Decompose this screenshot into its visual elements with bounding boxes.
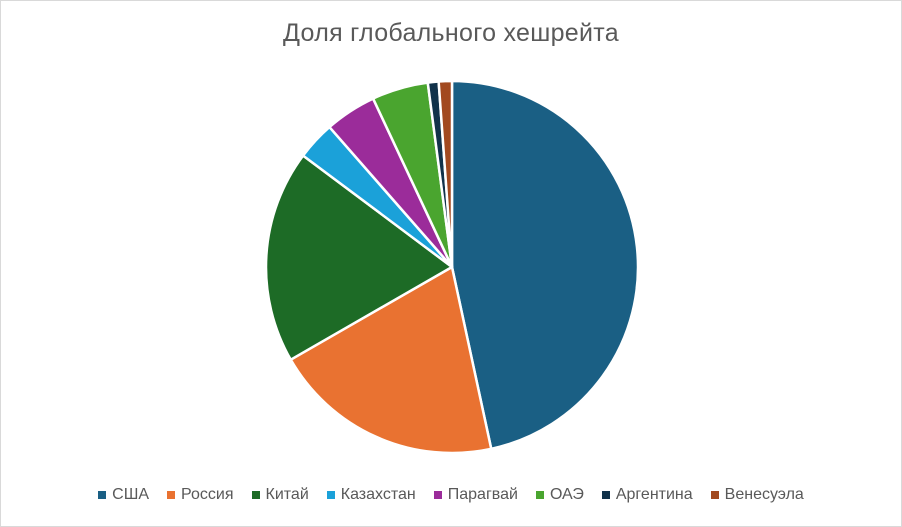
pie-slice-8 [437,79,454,269]
legend-swatch [710,491,719,499]
legend-label: Парагвай [447,486,518,503]
pie-slice-3 [264,154,454,361]
legend-item: Аргентина [601,486,693,504]
legend-label: Казахстан [340,486,416,503]
legend-swatch [326,491,335,499]
pie-slice-2 [289,265,493,455]
legend-item: Парагвай [433,486,518,504]
legend-swatch [167,491,176,499]
legend-item: Китай [251,486,309,504]
legend-swatch [251,491,260,499]
legend-item: Россия [167,486,234,504]
legend-item: Казахстан [326,486,416,504]
legend-label: Аргентина [615,486,693,503]
legend-item: США [98,486,149,504]
legend-label: Россия [181,486,234,503]
legend-swatch [535,491,544,499]
legend-swatch [98,491,107,499]
legend-swatch [601,491,610,499]
legend-label: Венесуэла [724,486,804,503]
legend: США Россия Китай Казахстан Парагвай ОАЭ Аргент… [1,486,901,504]
legend-item: ОАЭ [535,486,584,504]
pie-slice-1 [450,79,640,451]
legend-label: ОАЭ [549,486,584,503]
chart-title: Доля глобального хешрейта [283,19,619,47]
legend-label: Китай [265,486,309,503]
legend-swatch [433,491,442,499]
legend-label: США [112,486,150,503]
legend-item: Венесуэла [710,486,804,504]
